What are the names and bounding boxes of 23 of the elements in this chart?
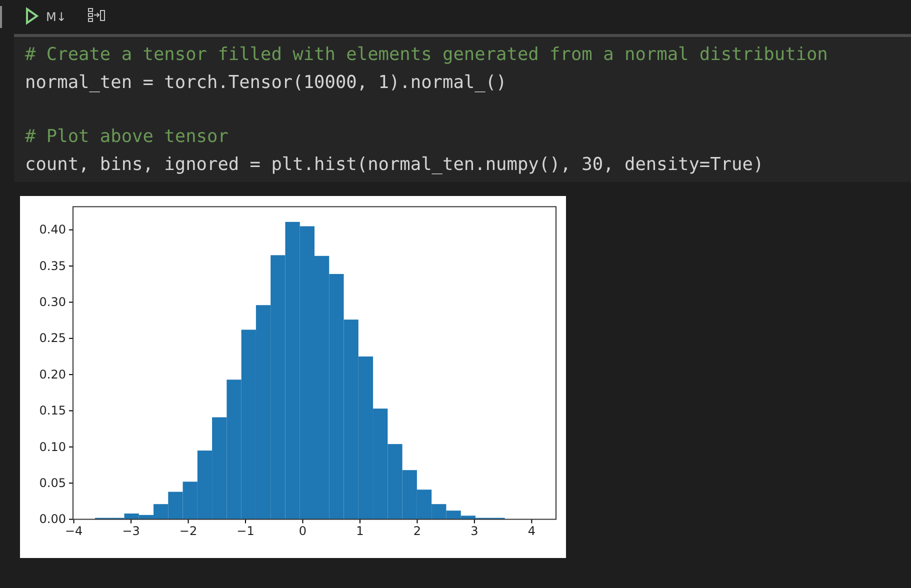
y-tick-label: 0.15: [39, 404, 66, 418]
y-tick-label: 0.25: [39, 331, 66, 346]
x-tick-label: −3: [122, 524, 140, 538]
x-tick-label: 4: [528, 524, 536, 538]
y-tick-label: 0.00: [39, 512, 66, 526]
text: # Plot above tensor: [25, 126, 229, 147]
text: normal_ten = torch.Tensor(10000, 1).normal_(): [25, 72, 507, 93]
x-tick-label: 0: [298, 524, 307, 538]
x-tick-label: 1: [356, 524, 364, 538]
text: M↓: [46, 10, 66, 24]
text: count, bins, ignored = plt.hist(normal_ten.numpy(), 30, density=True): [25, 154, 764, 175]
y-tick-label: 0.10: [39, 440, 66, 454]
y-tick-label: 0.35: [39, 258, 66, 273]
x-tick-label: −4: [64, 524, 83, 538]
x-tick-label: −2: [179, 524, 198, 538]
y-tick-label: 0.05: [39, 476, 66, 490]
x-tick-label: 2: [413, 524, 422, 538]
y-tick-label: 0.30: [39, 295, 66, 310]
x-tick-label: −1: [236, 524, 254, 538]
x-tick-label: 3: [470, 524, 478, 538]
y-tick-label: 0.40: [39, 222, 66, 237]
text: # Create a tensor filled with elements generated from a normal distribution: [25, 44, 828, 65]
y-tick-label: 0.20: [39, 367, 66, 382]
